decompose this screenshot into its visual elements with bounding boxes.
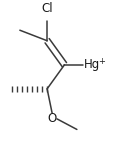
Text: Cl: Cl xyxy=(41,2,53,15)
Text: +: + xyxy=(99,57,105,66)
Text: O: O xyxy=(47,112,57,125)
Text: Hg: Hg xyxy=(84,58,101,71)
